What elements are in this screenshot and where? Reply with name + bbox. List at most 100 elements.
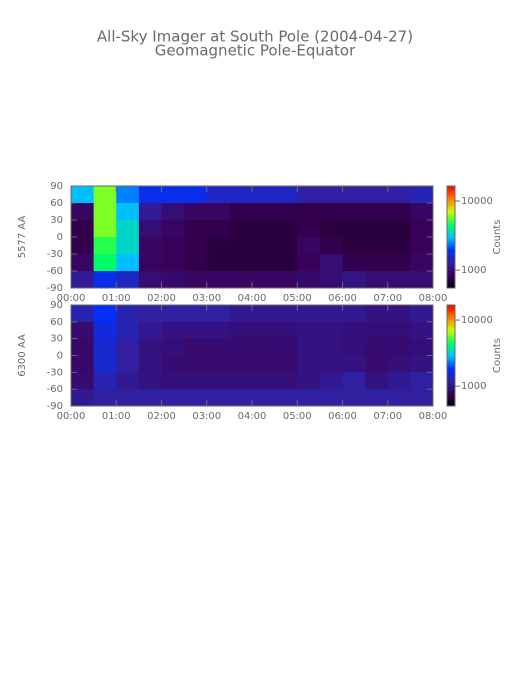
- colorbar-segment: [447, 269, 455, 272]
- colorbar-segment: [447, 271, 455, 274]
- heat-cell: [184, 305, 208, 323]
- y-tick-label: 30: [50, 334, 63, 345]
- heat-cell: [297, 372, 321, 390]
- heat-cell: [410, 389, 434, 407]
- heat-cell: [116, 355, 140, 373]
- y-tick-label: -90: [47, 283, 63, 294]
- colorbar-segment: [447, 197, 455, 201]
- colorbar-segment: [447, 281, 455, 284]
- heat-cell: [206, 389, 230, 407]
- colorbar-segment: [447, 316, 455, 319]
- heat-cell: [342, 321, 366, 340]
- heat-cell: [138, 271, 162, 289]
- colorbar-segment: [447, 358, 455, 362]
- y-tick-label: 0: [57, 351, 63, 362]
- colorbar-segment: [447, 248, 455, 252]
- heat-cell: [116, 305, 140, 323]
- heat-cell: [116, 237, 140, 255]
- heat-cell: [206, 254, 230, 272]
- heat-cell: [342, 254, 366, 272]
- colorbar-segment: [447, 230, 455, 233]
- colorbar-segment: [447, 238, 455, 241]
- x-tick-label: 04:00: [238, 411, 267, 422]
- heat-cell: [229, 186, 253, 204]
- colorbar-segment: [447, 208, 455, 211]
- colorbar-segment: [447, 284, 455, 287]
- heat-cell: [410, 203, 434, 221]
- heat-cell: [116, 203, 140, 221]
- heat-cell: [93, 305, 117, 323]
- heat-cell: [297, 305, 321, 323]
- heat-cell: [297, 220, 321, 238]
- heat-cell: [387, 372, 411, 390]
- heat-cell: [365, 237, 389, 255]
- x-tick-label: 07:00: [373, 411, 402, 422]
- heat-cell: [365, 203, 389, 221]
- heat-cell: [252, 372, 276, 390]
- heat-cell: [93, 355, 117, 373]
- colorbar-segment: [447, 365, 455, 368]
- heat-cell: [365, 220, 389, 238]
- heat-cell: [387, 237, 411, 255]
- heat-cell: [297, 355, 321, 373]
- heat-cell: [71, 305, 95, 323]
- heat-cell: [387, 321, 411, 340]
- colorbar-segment: [447, 259, 455, 262]
- x-tick-label: 02:00: [147, 411, 176, 422]
- colorbar-segment: [447, 318, 455, 321]
- y-tick-label: 30: [50, 215, 63, 226]
- heat-cell: [319, 321, 343, 340]
- colorbar-segment: [447, 323, 455, 326]
- heat-cell: [161, 372, 185, 390]
- heat-cell: [71, 271, 95, 289]
- heat-cell: [184, 203, 208, 221]
- heat-cell: [161, 237, 185, 255]
- colorbar-segment: [447, 395, 455, 399]
- colorbar-segment: [447, 320, 455, 323]
- heat-cell: [410, 305, 434, 323]
- heat-cell: [161, 305, 185, 323]
- heat-cell: [365, 186, 389, 204]
- heat-cell: [387, 254, 411, 272]
- heat-cell: [71, 321, 95, 340]
- heat-cell: [319, 372, 343, 390]
- heat-cell: [252, 389, 276, 407]
- heat-cell: [274, 338, 298, 356]
- heat-cell: [161, 321, 185, 340]
- heat-cell: [184, 254, 208, 272]
- heat-cell: [116, 372, 140, 390]
- heat-cell: [319, 271, 343, 289]
- heat-cell: [365, 254, 389, 272]
- colorbar-segment: [447, 199, 455, 202]
- heat-cell: [319, 254, 343, 272]
- colorbar-segment: [447, 330, 455, 333]
- colorbar-segment: [447, 192, 455, 195]
- colorbar-segment: [447, 345, 455, 348]
- heat-cell: [93, 389, 117, 407]
- y-tick-label: -30: [47, 249, 63, 260]
- colorbar-segment: [447, 186, 455, 189]
- heat-cell: [342, 220, 366, 238]
- colorbar-segment: [447, 336, 455, 340]
- heat-cell: [319, 220, 343, 238]
- heat-cell: [274, 372, 298, 390]
- y-tick-label: 60: [50, 198, 63, 209]
- heat-cell: [297, 203, 321, 221]
- heat-cell: [252, 254, 276, 272]
- heat-cell: [206, 237, 230, 255]
- heat-cell: [93, 271, 117, 289]
- heat-cell: [274, 271, 298, 289]
- colorbar-segment: [447, 347, 455, 350]
- heat-cell: [297, 321, 321, 340]
- heat-cell: [252, 203, 276, 221]
- x-tick-label: 01:00: [102, 293, 131, 304]
- heat-cell: [342, 237, 366, 255]
- colorbar-segment: [447, 402, 455, 405]
- heat-cell: [365, 372, 389, 390]
- colorbar-segment: [447, 272, 455, 275]
- colorbar-segment: [447, 252, 455, 255]
- y-tick-label: -30: [47, 367, 63, 378]
- colorbar-segment: [447, 211, 455, 214]
- heat-cell: [71, 237, 95, 255]
- colorbar-segment: [447, 257, 455, 260]
